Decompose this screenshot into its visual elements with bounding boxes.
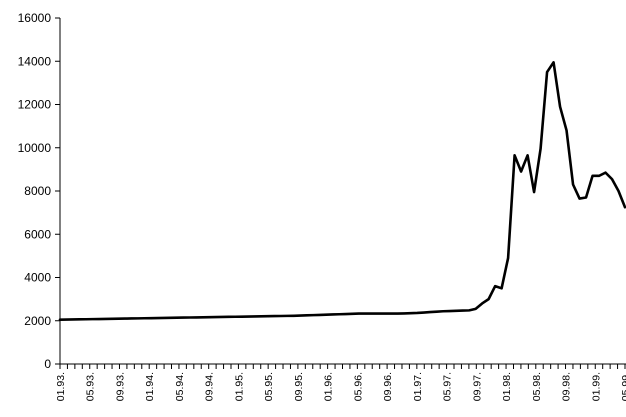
series-line — [58, 61, 626, 321]
x-tick-label: 01.93. — [55, 372, 67, 401]
y-tick-label: 16000 — [18, 11, 52, 25]
x-tick-label: 01.96. — [323, 372, 335, 401]
x-tick-label: 01.97. — [412, 372, 424, 401]
x-tick-label: 05.96. — [352, 372, 364, 401]
y-axis: 0 2000 4000 6000 8000 10000 12000 14000 16000 — [18, 11, 61, 371]
x-tick-label: 05.97. — [442, 372, 454, 401]
x-tick-label: 05.93. — [85, 372, 97, 401]
x-axis: 01.93. 05.93. 09.93. 01.94. 05.94. 09.94. 01.9… — [55, 363, 626, 401]
x-tick-label: 05.95. — [263, 372, 275, 401]
x-tick-label: 01.98. — [501, 372, 513, 401]
y-tick-label: 4000 — [24, 271, 51, 285]
x-tick-label: 05.98. — [531, 372, 543, 401]
y-tick-label: 10000 — [18, 141, 52, 155]
x-tick-label: 09.95. — [293, 372, 305, 401]
y-tick-label: 2000 — [24, 314, 51, 328]
x-tick-label: 09.93. — [114, 372, 126, 401]
x-tick-label: 09.98. — [561, 372, 573, 401]
x-tick-label: 01.94. — [144, 372, 156, 401]
x-tick-label: 09.96. — [382, 372, 394, 401]
y-tick-label: 8000 — [24, 184, 51, 198]
y-tick-label: 14000 — [18, 54, 52, 68]
y-tick-label: 6000 — [24, 227, 51, 241]
x-tick-label: 01.99. — [590, 372, 602, 401]
x-tick-label: 05.94. — [174, 372, 186, 401]
x-tick-label: 09.94. — [204, 372, 216, 401]
x-tick-label: 05.99. — [620, 372, 626, 401]
y-tick-label: 12000 — [18, 98, 52, 112]
x-tick-label: 01.95. — [233, 372, 245, 401]
y-tick-label: 0 — [44, 357, 51, 371]
x-tick-label: 09.97. — [471, 372, 483, 401]
